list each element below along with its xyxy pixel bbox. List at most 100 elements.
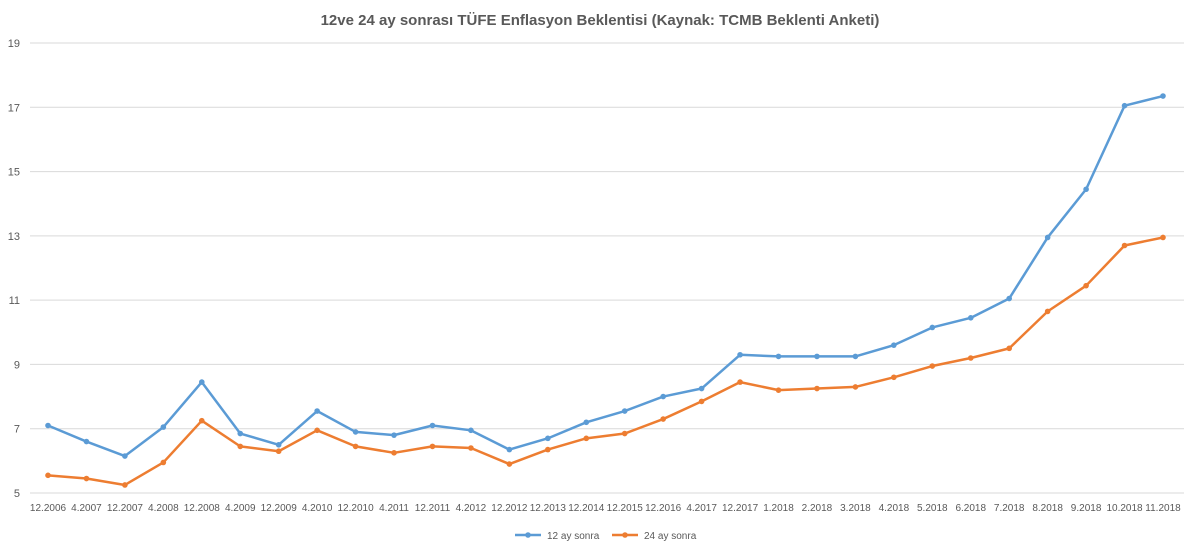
- data-point: [1160, 93, 1166, 99]
- data-point: [391, 432, 397, 438]
- x-tick-label: 4.2018: [879, 503, 910, 514]
- data-point: [237, 443, 244, 450]
- x-tick-label: 5.2018: [917, 503, 948, 514]
- data-point: [468, 445, 474, 451]
- x-tick-label: 12.2015: [607, 503, 644, 514]
- x-tick-label: 4.2008: [148, 503, 179, 514]
- y-axis-ticks: 5 7 9 11 13 15 17 19: [8, 38, 20, 500]
- legend: 12 ay sonra 24 ay sonra: [515, 531, 697, 542]
- x-tick-label: 1.2018: [763, 503, 794, 514]
- x-tick-label: 12.2007: [107, 503, 144, 514]
- data-point: [775, 387, 782, 393]
- data-point: [122, 482, 128, 488]
- data-point: [929, 363, 936, 369]
- data-point: [967, 355, 974, 361]
- y-tick-label: 9: [14, 359, 20, 371]
- x-tick-label: 4.2012: [456, 503, 487, 514]
- data-point: [660, 393, 666, 400]
- data-point: [1083, 186, 1089, 193]
- data-point: [429, 422, 436, 429]
- data-point: [160, 424, 167, 430]
- data-point: [468, 427, 474, 434]
- series-2: [45, 234, 1166, 488]
- data-point: [352, 429, 359, 435]
- data-point: [814, 385, 820, 392]
- data-point: [621, 430, 628, 437]
- x-tick-label: 3.2018: [840, 503, 871, 514]
- data-point: [737, 379, 743, 385]
- x-axis-ticks: 12.2006 4.2007 12.2007 4.2008 12.2008 4.2009 1…: [30, 503, 1181, 514]
- series-line: [47, 94, 1164, 458]
- data-point: [314, 427, 320, 434]
- chart-title: 12ve 24 ay sonrası TÜFE Enflasyon Beklen…: [321, 12, 880, 29]
- data-point: [352, 443, 359, 450]
- data-point: [506, 446, 513, 453]
- data-point: [198, 379, 205, 385]
- legend-item-2: 24 ay sonra: [612, 531, 697, 542]
- x-tick-label: 12.2011: [415, 503, 451, 514]
- data-point: [1160, 234, 1166, 241]
- data-point: [275, 441, 282, 448]
- data-point: [660, 416, 666, 422]
- x-tick-label: 7.2018: [994, 503, 1025, 514]
- x-tick-label: 6.2018: [955, 503, 986, 514]
- data-point: [429, 443, 436, 450]
- data-point: [1044, 234, 1051, 241]
- series-line: [47, 236, 1164, 487]
- legend-marker: [525, 532, 531, 538]
- y-tick-label: 17: [8, 102, 20, 114]
- x-tick-label: 4.2007: [71, 503, 102, 514]
- data-point: [1121, 102, 1128, 109]
- y-tick-label: 5: [14, 488, 20, 500]
- gridlines: [30, 42, 1184, 494]
- x-tick-label: 12.2017: [722, 503, 759, 514]
- y-tick-label: 19: [8, 38, 20, 50]
- x-tick-label: 8.2018: [1032, 503, 1063, 514]
- x-tick-label: 12.2014: [568, 503, 605, 514]
- data-point: [621, 408, 628, 414]
- legend-marker: [622, 532, 628, 538]
- y-tick-label: 15: [8, 167, 20, 179]
- data-point: [814, 353, 820, 360]
- data-point: [583, 435, 590, 442]
- data-point: [198, 417, 205, 424]
- x-tick-label: 12.2016: [645, 503, 682, 514]
- y-tick-label: 7: [14, 424, 20, 436]
- series-lines: [45, 93, 1166, 488]
- x-tick-label: 12.2013: [530, 503, 567, 514]
- data-point: [83, 438, 90, 445]
- data-point: [275, 448, 282, 455]
- data-point: [891, 374, 897, 381]
- x-tick-label: 10.2018: [1106, 503, 1143, 514]
- data-point: [45, 472, 51, 479]
- data-point: [852, 384, 859, 390]
- data-point: [237, 430, 244, 437]
- data-point: [583, 419, 590, 426]
- data-point: [160, 459, 167, 466]
- x-tick-label: 4.2010: [302, 503, 333, 514]
- x-tick-label: 2.2018: [802, 503, 833, 514]
- data-point: [83, 475, 90, 482]
- data-point: [506, 461, 513, 467]
- x-tick-label: 11.2018: [1145, 503, 1181, 514]
- data-point: [967, 315, 974, 321]
- legend-label: 24 ay sonra: [644, 531, 697, 542]
- x-tick-label: 4.2009: [225, 503, 256, 514]
- data-point: [698, 398, 705, 405]
- y-tick-label: 11: [9, 295, 20, 307]
- data-point: [1006, 295, 1013, 302]
- data-point: [929, 324, 936, 331]
- data-point: [1083, 282, 1089, 289]
- data-point: [45, 422, 51, 429]
- x-tick-label: 12.2008: [184, 503, 221, 514]
- data-point: [775, 353, 782, 360]
- data-point: [1121, 242, 1128, 249]
- x-tick-label: 12.2009: [261, 503, 298, 514]
- legend-label: 12 ay sonra: [547, 531, 600, 542]
- y-tick-label: 13: [8, 231, 20, 243]
- data-point: [852, 353, 859, 360]
- data-point: [1044, 308, 1051, 315]
- legend-item-1: 12 ay sonra: [515, 531, 600, 542]
- data-point: [545, 446, 551, 453]
